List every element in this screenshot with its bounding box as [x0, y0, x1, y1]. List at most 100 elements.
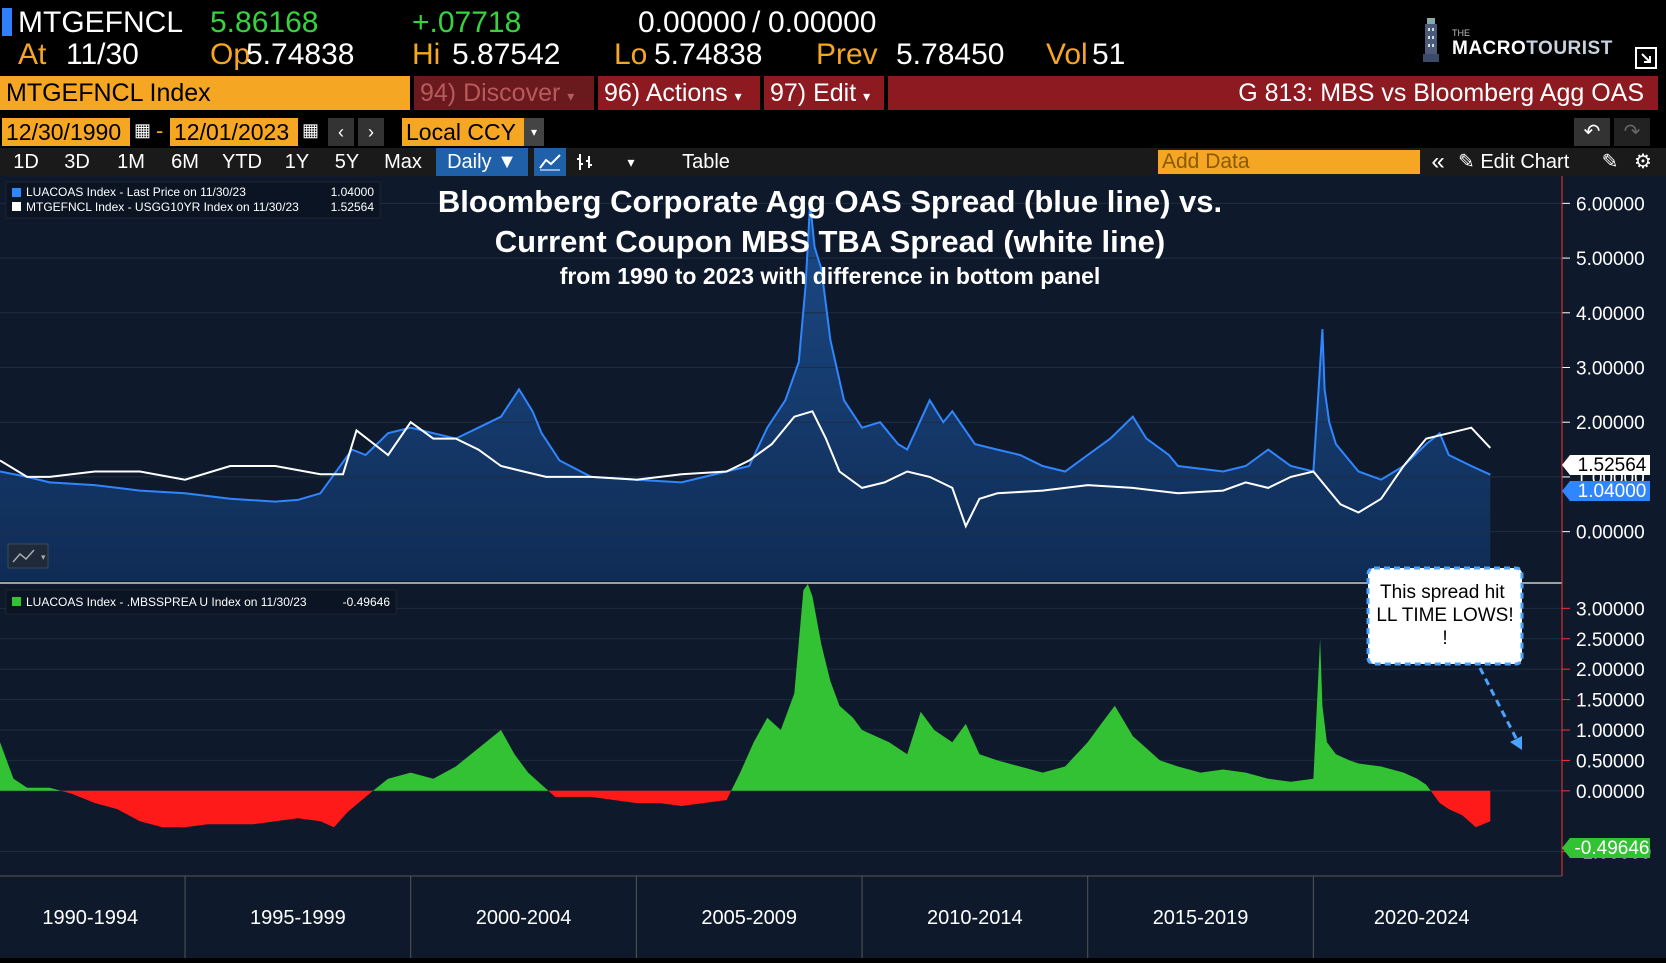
- edit-label: 97) Edit: [770, 79, 857, 107]
- period-3d[interactable]: 3D: [64, 151, 90, 173]
- top-panel: [0, 202, 1562, 581]
- candlestick-icon[interactable]: [570, 148, 600, 176]
- blue-series-area: [0, 203, 1491, 581]
- annotation-box: [1366, 566, 1524, 666]
- ticker[interactable]: MTGEFNCL: [18, 6, 183, 39]
- edit-menu[interactable]: 97) Edit ▾: [764, 76, 884, 110]
- logo-tourist: TOURIST: [1526, 38, 1613, 59]
- mini-chart-icon: [12, 549, 35, 563]
- x-tick-label: 2015-2019: [1153, 907, 1249, 929]
- period-bar: 1D 3D 1M 6M YTD 1Y 5Y Max Daily ▼ ▾ Tabl…: [0, 148, 1666, 176]
- logo-name: MACROTOURIST: [1452, 38, 1613, 60]
- legend-value-diff: -0.49646: [343, 595, 391, 609]
- expand-icon[interactable]: [1634, 46, 1658, 70]
- period-1y[interactable]: 1Y: [284, 151, 310, 173]
- chart-type-button[interactable]: ▾: [7, 543, 49, 569]
- y-tick-label: 6.00000: [1576, 194, 1645, 215]
- gear-icon[interactable]: ⚙: [1634, 151, 1652, 173]
- period-ytd[interactable]: YTD: [222, 151, 262, 173]
- at-value: 11/30: [66, 38, 139, 71]
- x-axis: 1990-1994 1995-1999 2000-2004 2005-2009 2010…: [0, 875, 1562, 958]
- end-date-input[interactable]: 12/01/2023: [170, 118, 298, 146]
- last-blue-value: 1.04000: [1578, 481, 1647, 502]
- bottom-legend: LUACOAS Index - .MBSSPREA U Index on 11/…: [5, 589, 397, 615]
- caret-down-icon: ▼: [497, 151, 517, 173]
- y-tick-label: 2.00000: [1576, 660, 1645, 681]
- chevron-down-icon: ▾: [41, 552, 46, 562]
- x-tick-label: 1995-1999: [250, 907, 346, 929]
- chart-title: Bloomberg Corporate Agg OAS Spread (blue…: [438, 184, 1222, 219]
- next-period-button[interactable]: ›: [358, 118, 384, 146]
- chart-svg: 0.00000 1.00000 2.00000 3.00000 4.00000 5.000…: [0, 176, 1651, 958]
- macro-tourist-logo: THE MACROTOURIST: [1416, 14, 1630, 66]
- volume-label: Vol: [1046, 38, 1088, 71]
- prev-label: Prev: [816, 38, 878, 71]
- last-price: 5.86168: [210, 6, 319, 39]
- add-data-input[interactable]: Add Data: [1158, 150, 1420, 174]
- redo-icon[interactable]: ↷: [1614, 118, 1650, 146]
- pencil-icon: ✎: [1458, 151, 1475, 173]
- x-tick-label: 2010-2014: [927, 907, 1023, 929]
- open-value: 5.74838: [246, 38, 355, 71]
- table-button[interactable]: Table: [682, 151, 730, 173]
- chart-title-bar: G 813: MBS vs Bloomberg Agg OAS: [888, 76, 1658, 110]
- last-value-white: 1.52564: [1562, 455, 1650, 476]
- tower-icon: [1423, 18, 1439, 62]
- tag-bg: [1562, 838, 1650, 858]
- chart-settings-icon[interactable]: ✎: [1601, 151, 1619, 173]
- security-field[interactable]: MTGEFNCL Index: [0, 76, 410, 110]
- last-diff-value: -0.49646: [1574, 838, 1649, 859]
- bottom-panel: [0, 584, 1562, 853]
- edit-chart-label: Edit Chart: [1480, 151, 1570, 173]
- period-1d[interactable]: 1D: [13, 151, 39, 173]
- calendar-icon[interactable]: ▦: [302, 120, 320, 140]
- legend-box: [5, 589, 397, 615]
- y-tick-label: 0.00000: [1576, 523, 1645, 544]
- y-axis-right: 0.00000 1.00000 2.00000 3.00000 4.00000 5.000…: [1561, 176, 1651, 876]
- period-1m[interactable]: 1M: [117, 151, 145, 173]
- legend-label-diff: LUACOAS Index - .MBSSPREA U Index on 11/…: [26, 595, 307, 609]
- chevron-down-icon[interactable]: ▾: [627, 154, 635, 170]
- legend-value-white: 1.52564: [331, 200, 375, 214]
- period-6m[interactable]: 6M: [171, 151, 199, 173]
- start-date-input[interactable]: 12/30/1990: [2, 118, 130, 146]
- actions-menu[interactable]: 96) Actions ▾: [598, 76, 760, 110]
- volume-value: 51: [1092, 38, 1126, 71]
- y-tick-label: 2.00000: [1576, 413, 1645, 434]
- arrow-head-icon: [1510, 736, 1522, 750]
- frequency-label: Daily: [447, 151, 492, 173]
- currency-select[interactable]: Local CCY: [402, 118, 544, 146]
- discover-menu[interactable]: 94) Discover ▾: [414, 76, 594, 110]
- frequency-select[interactable]: Daily ▼: [436, 148, 528, 176]
- edit-chart-button[interactable]: ✎ Edit Chart: [1458, 148, 1569, 176]
- legend-box: [5, 181, 381, 219]
- ticker-marker: [2, 8, 12, 36]
- low-value: 5.74838: [654, 38, 763, 71]
- bid-ask-separator: /: [752, 6, 761, 39]
- y-tick-label: 0.00000: [1576, 782, 1645, 803]
- low-label: Lo: [614, 38, 648, 71]
- prev-period-button[interactable]: ‹: [328, 118, 354, 146]
- collapse-icon[interactable]: «: [1431, 148, 1445, 175]
- positive-area: [0, 584, 1491, 791]
- top-legend: LUACOAS Index - Last Price on 11/30/23 1…: [5, 181, 381, 219]
- top-gridlines: [0, 202, 1562, 533]
- discover-label: 94) Discover: [420, 79, 561, 107]
- ask-price: 0.00000: [768, 6, 877, 39]
- panel-divider[interactable]: [0, 582, 1562, 584]
- line-chart-icon[interactable]: [534, 148, 566, 176]
- annotation-text: This spread hit LL TIME LOWS!!: [1376, 582, 1513, 649]
- date-range-bar: 12/30/1990 ▦ - 12/01/2023 ▦ ‹ › Local CC…: [0, 118, 1666, 148]
- y-tick-label: 2.50000: [1576, 630, 1645, 651]
- legend-value-blue: 1.04000: [331, 185, 375, 199]
- open-label: Op: [210, 38, 251, 71]
- chart-title-line2: Current Coupon MBS TBA Spread (white lin…: [495, 224, 1166, 259]
- undo-icon[interactable]: ↶: [1574, 118, 1610, 146]
- y-tick-label: 0.50000: [1576, 751, 1645, 772]
- period-max[interactable]: Max: [384, 151, 422, 173]
- calendar-icon[interactable]: ▦: [134, 120, 152, 140]
- x-tick-label: 1990-1994: [42, 907, 138, 929]
- chevron-down-icon[interactable]: ▾: [524, 118, 544, 146]
- period-5y[interactable]: 5Y: [334, 151, 360, 173]
- logo-the: THE: [1452, 28, 1470, 38]
